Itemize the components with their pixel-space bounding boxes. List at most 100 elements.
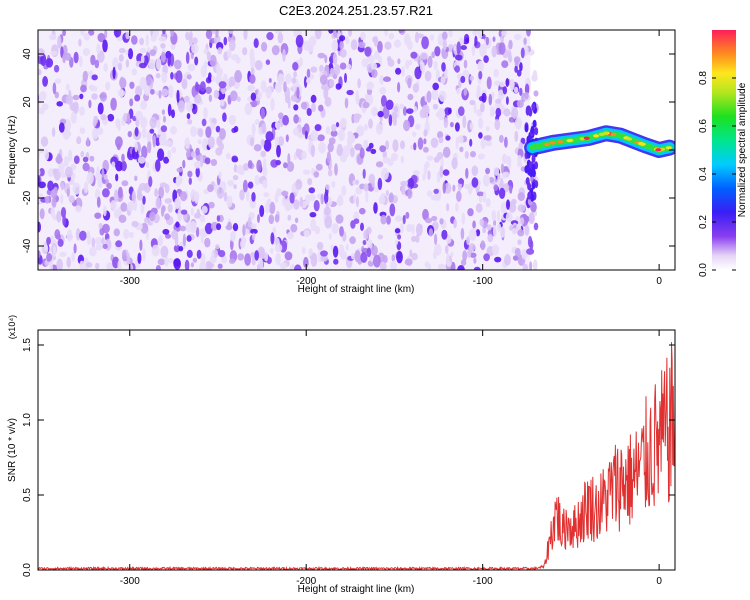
- noise-speckle: [495, 107, 502, 118]
- noise-speckle: [514, 247, 521, 257]
- noise-speckle: [401, 65, 405, 78]
- noise-speckle: [334, 64, 341, 76]
- noise-speckle: [476, 84, 481, 95]
- snr-y-axis-label: SNR (10 * v/v): [7, 418, 18, 482]
- noise-speckle: [160, 51, 166, 63]
- noise-speckle: [514, 130, 519, 143]
- noise-speckle: [334, 163, 338, 176]
- noise-speckle: [344, 97, 349, 109]
- noise-speckle: [263, 139, 272, 152]
- noise-speckle: [123, 112, 129, 123]
- noise-speckle: [448, 30, 453, 38]
- noise-speckle: [190, 191, 194, 198]
- noise-speckle: [194, 56, 199, 66]
- noise-speckle: [362, 239, 367, 246]
- signal-hotspot: [557, 140, 564, 144]
- noise-speckle: [83, 32, 91, 41]
- noise-speckle: [467, 208, 474, 217]
- noise-speckle: [65, 83, 70, 91]
- noise-speckle: [331, 180, 336, 188]
- noise-speckle: [372, 36, 378, 43]
- snr-y-tick-label: 1.0: [22, 413, 33, 427]
- noise-speckle: [404, 258, 413, 266]
- spectrogram-x-tick-label: 0: [656, 276, 662, 287]
- noise-speckle: [79, 260, 85, 270]
- noise-speckle: [155, 73, 161, 79]
- noise-speckle: [493, 166, 500, 176]
- noise-speckle: [350, 147, 355, 158]
- noise-speckle: [79, 230, 87, 241]
- noise-speckle: [384, 41, 392, 50]
- noise-speckle: [282, 115, 289, 126]
- noise-speckle: [236, 164, 244, 175]
- noise-speckle: [394, 215, 403, 222]
- noise-speckle: [145, 74, 152, 86]
- noise-speckle: [503, 171, 510, 178]
- noise-speckle: [89, 155, 95, 162]
- noise-speckle: [377, 110, 384, 118]
- noise-speckle: [251, 257, 256, 266]
- noise-speckle: [294, 217, 299, 224]
- noise-speckle: [231, 155, 238, 162]
- noise-speckle: [469, 75, 475, 81]
- noise-speckle: [245, 190, 250, 202]
- noise-speckle: [41, 243, 49, 255]
- noise-speckle: [403, 119, 411, 132]
- noise-speckle: [79, 55, 83, 67]
- noise-speckle: [457, 135, 464, 144]
- noise-speckle: [145, 161, 150, 169]
- noise-speckle: [338, 244, 345, 258]
- noise-speckle: [354, 143, 363, 151]
- noise-speckle: [388, 114, 393, 127]
- noise-speckle: [228, 114, 237, 126]
- noise-speckle: [291, 96, 300, 103]
- noise-speckle: [382, 150, 387, 159]
- noise-speckle: [505, 78, 510, 87]
- noise-speckle: [385, 99, 394, 111]
- noise-speckle: [205, 30, 213, 40]
- noise-speckle: [115, 136, 123, 148]
- noise-speckle: [115, 240, 123, 248]
- noise-speckle: [188, 177, 192, 185]
- noise-speckle: [118, 47, 126, 54]
- noise-speckle: [117, 62, 123, 71]
- noise-speckle: [38, 148, 45, 154]
- noise-speckle: [511, 107, 519, 119]
- noise-speckle: [287, 203, 294, 210]
- noise-speckle: [187, 170, 193, 178]
- noise-speckle: [289, 192, 295, 204]
- noise-speckle: [75, 228, 81, 241]
- noise-speckle: [353, 218, 360, 224]
- noise-speckle: [520, 47, 525, 59]
- noise-speckle: [152, 135, 157, 148]
- noise-speckle: [186, 249, 193, 258]
- noise-speckle: [361, 58, 369, 68]
- noise-speckle: [59, 251, 67, 257]
- noise-speckle: [523, 37, 527, 46]
- noise-speckle: [257, 246, 266, 259]
- noise-speckle: [366, 226, 372, 235]
- noise-speckle: [254, 89, 258, 96]
- noise-speckle: [60, 182, 64, 191]
- noise-speckle: [517, 229, 525, 237]
- noise-speckle: [446, 261, 452, 267]
- noise-speckle: [441, 229, 448, 240]
- noise-speckle: [184, 137, 191, 150]
- noise-speckle: [373, 50, 380, 61]
- noise-speckle: [428, 228, 434, 237]
- noise-speckle: [204, 237, 211, 248]
- spectrogram-y-axis-label: Frequency (Hz): [7, 116, 18, 185]
- noise-speckle: [155, 137, 161, 147]
- noise-speckle: [63, 155, 69, 168]
- noise-speckle: [413, 106, 418, 113]
- noise-speckle: [487, 233, 494, 243]
- noise-speckle: [321, 84, 326, 90]
- noise-speckle: [486, 76, 492, 90]
- noise-speckle: [181, 78, 188, 90]
- noise-speckle: [196, 249, 202, 259]
- noise-speckle: [531, 102, 536, 111]
- noise-speckle: [310, 66, 318, 73]
- noise-speckle: [168, 85, 174, 98]
- noise-speckle: [141, 145, 148, 159]
- noise-speckle: [295, 34, 304, 48]
